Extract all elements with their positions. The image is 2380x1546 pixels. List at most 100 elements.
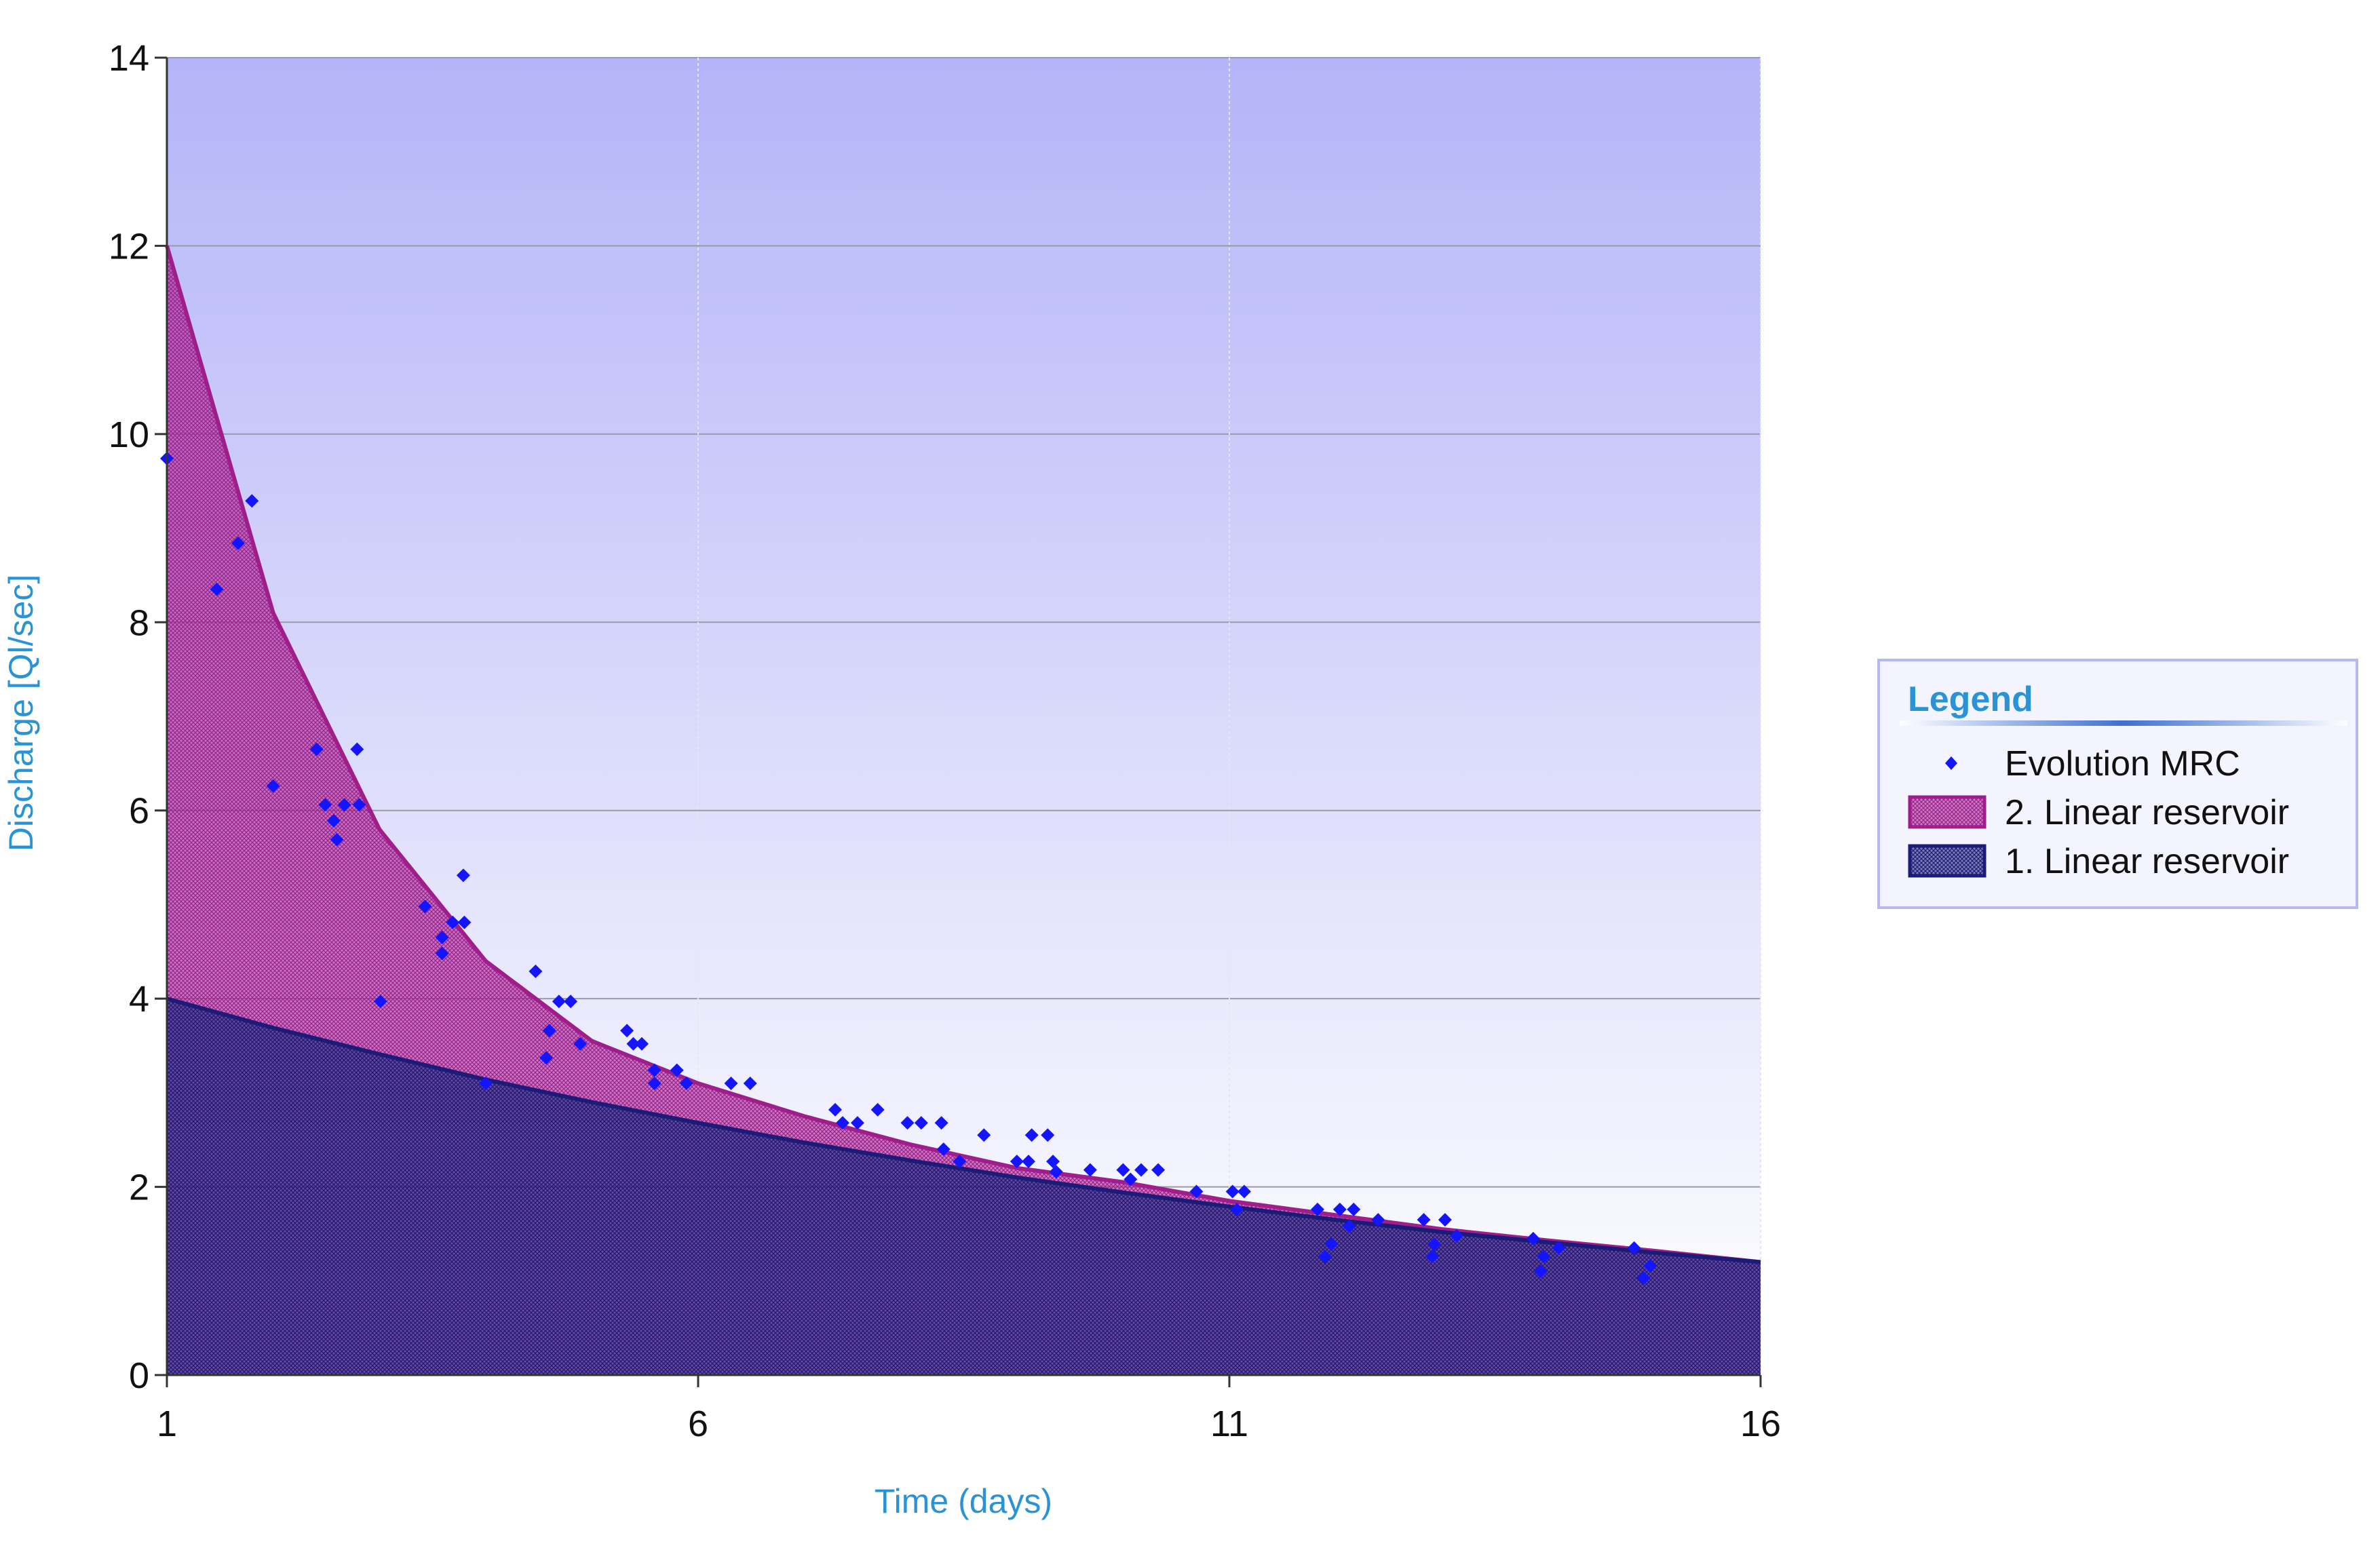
point <box>1417 1213 1431 1227</box>
area <box>167 999 1761 1375</box>
point <box>1636 1271 1651 1286</box>
point <box>446 915 460 929</box>
legend-swatch <box>1908 795 1986 829</box>
point <box>1533 1264 1548 1279</box>
point <box>835 1116 849 1130</box>
point <box>309 742 324 756</box>
point <box>1627 1241 1641 1255</box>
point <box>1083 1163 1097 1177</box>
y-tick-label: 14 <box>109 38 149 79</box>
y-axis-title: Discharge [Ql/sec] <box>2 575 40 851</box>
point <box>337 798 351 812</box>
point <box>1342 1219 1356 1233</box>
point <box>318 798 332 812</box>
point <box>1552 1241 1566 1255</box>
point <box>552 994 566 1009</box>
area-line <box>166 997 1761 1264</box>
point <box>724 1076 738 1090</box>
point <box>1425 1250 1440 1264</box>
point <box>635 1037 649 1051</box>
point <box>456 868 470 883</box>
y-tick-label: 10 <box>109 414 149 455</box>
point <box>743 1076 757 1090</box>
point <box>1332 1202 1347 1216</box>
point <box>1049 1165 1063 1179</box>
y-tick-label: 8 <box>129 602 149 643</box>
point <box>539 1051 554 1065</box>
point <box>1229 1202 1244 1216</box>
point <box>1225 1184 1240 1199</box>
legend-title: Legend <box>1908 680 2033 719</box>
x-axis-title: Time (days) <box>875 1482 1052 1520</box>
point <box>1237 1184 1251 1199</box>
point <box>1189 1184 1204 1199</box>
point <box>936 1142 951 1157</box>
point <box>573 1037 588 1051</box>
point <box>1537 1250 1551 1264</box>
point <box>647 1063 661 1077</box>
point <box>1318 1250 1332 1264</box>
point <box>529 964 543 978</box>
point <box>1010 1155 1024 1169</box>
point <box>1324 1237 1339 1252</box>
point <box>1526 1231 1540 1245</box>
point <box>1151 1163 1166 1177</box>
legend-swatch <box>1908 844 1986 878</box>
legend-label: 1. Linear reservoir <box>2005 842 2289 881</box>
legend-label: 2. Linear reservoir <box>2005 793 2289 832</box>
point <box>435 946 449 961</box>
point <box>900 1116 915 1130</box>
x-tick-label: 16 <box>1740 1404 1781 1444</box>
point <box>1371 1213 1385 1227</box>
point <box>245 494 259 508</box>
point <box>435 930 449 944</box>
y-tick-label: 0 <box>129 1355 149 1396</box>
point <box>1024 1128 1039 1142</box>
point <box>457 915 472 929</box>
y-tick-label: 2 <box>129 1167 149 1208</box>
point <box>850 1116 864 1130</box>
point <box>210 582 224 596</box>
point <box>1310 1202 1324 1216</box>
point <box>1022 1155 1036 1169</box>
legend: Legend Evolution MRC 2. Linear reservoir 1… <box>1877 659 2358 909</box>
point <box>1427 1237 1442 1252</box>
point <box>1116 1163 1130 1177</box>
point <box>326 813 341 828</box>
point <box>626 1037 640 1051</box>
x-tick-label: 1 <box>157 1404 177 1444</box>
point <box>542 1024 556 1038</box>
point <box>953 1155 967 1169</box>
point <box>934 1116 948 1130</box>
point <box>828 1102 843 1117</box>
point <box>1643 1259 1657 1273</box>
point <box>231 536 245 550</box>
legend-rule <box>1900 720 2347 726</box>
y-tick-label: 12 <box>109 226 149 267</box>
y-tick-label: 6 <box>129 791 149 832</box>
area-line <box>165 245 1761 1264</box>
point <box>870 1102 885 1117</box>
x-tick-label: 6 <box>688 1404 708 1444</box>
point <box>478 1076 493 1090</box>
point <box>352 798 366 812</box>
area <box>167 246 1761 1375</box>
point <box>564 994 578 1009</box>
point <box>1124 1172 1138 1186</box>
point <box>647 1076 661 1090</box>
point <box>679 1076 693 1090</box>
point <box>1438 1213 1452 1227</box>
legend-marker <box>1945 756 1957 770</box>
point <box>373 994 387 1009</box>
point <box>1046 1155 1060 1169</box>
legend-label: Evolution MRC <box>2005 744 2240 784</box>
point <box>977 1128 991 1142</box>
point <box>1347 1202 1361 1216</box>
point <box>670 1063 684 1077</box>
point <box>266 779 280 793</box>
point <box>1041 1128 1055 1142</box>
point <box>1450 1229 1464 1243</box>
point <box>330 832 344 847</box>
x-tick-label: 11 <box>1210 1404 1248 1444</box>
